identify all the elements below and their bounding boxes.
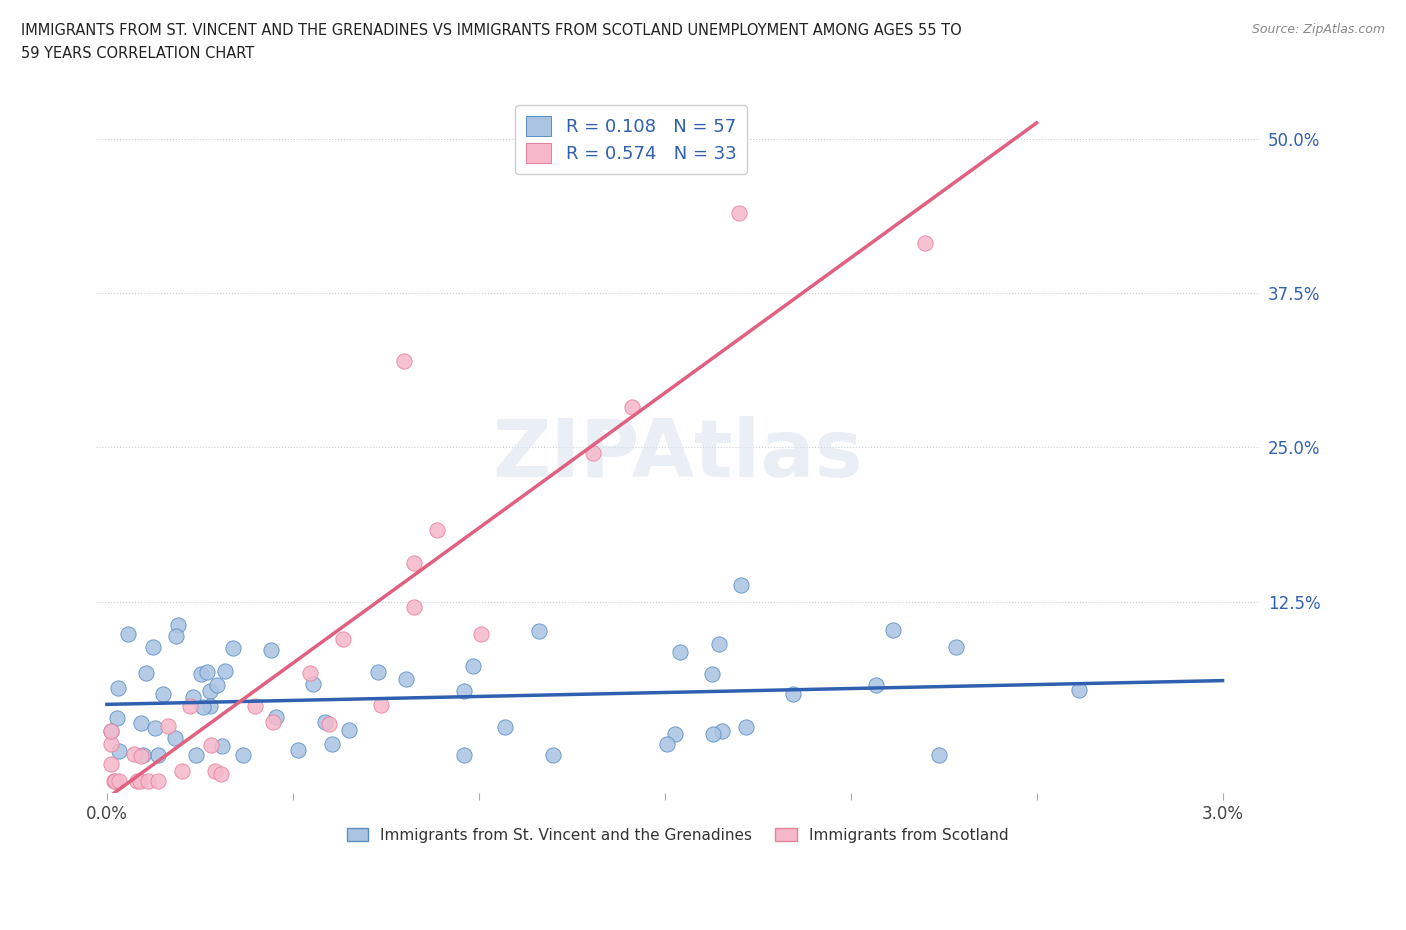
Point (710, 724, 733, 738)
Point (370, 698, 392, 712)
Point (148, 774, 170, 789)
Point (200, 684, 222, 698)
Point (402, 555, 425, 570)
Legend: Immigrants from St. Vincent and the Grenadines, Immigrants from Scotland: Immigrants from St. Vincent and the Gren… (340, 821, 1015, 849)
Point (186, 748, 208, 763)
Point (865, 677, 887, 692)
Point (264, 710, 287, 724)
Point (669, 644, 692, 659)
Point (146, 748, 169, 763)
Point (108, 774, 131, 789)
Point (129, 715, 152, 730)
Point (394, 353, 416, 368)
Point (402, 600, 425, 615)
Point (321, 737, 343, 751)
Point (142, 640, 165, 655)
Point (581, 445, 603, 460)
Point (318, 717, 340, 732)
Point (527, 624, 550, 639)
Point (262, 715, 284, 730)
Point (222, 641, 245, 656)
Point (735, 719, 758, 734)
Text: IMMIGRANTS FROM ST. VINCENT AND THE GRENADINES VS IMMIGRANTS FROM SCOTLAND UNEMP: IMMIGRANTS FROM ST. VINCENT AND THE GREN… (21, 23, 962, 38)
Point (302, 677, 325, 692)
Point (157, 718, 180, 733)
Point (209, 766, 232, 781)
Point (453, 748, 475, 763)
Point (260, 643, 283, 658)
Point (655, 737, 678, 751)
Point (100, 724, 122, 738)
Point (105, 711, 128, 725)
Point (782, 687, 804, 702)
Point (470, 627, 492, 642)
Point (700, 666, 723, 681)
Point (707, 636, 730, 651)
Point (198, 698, 221, 713)
Point (337, 723, 360, 737)
Point (367, 664, 389, 679)
Point (165, 629, 187, 644)
Point (664, 726, 686, 741)
Point (200, 737, 222, 752)
Point (193, 700, 215, 715)
Text: 59 YEARS CORRELATION CHART: 59 YEARS CORRELATION CHART (21, 46, 254, 61)
Point (103, 774, 125, 789)
Point (129, 749, 152, 764)
Point (100, 737, 122, 751)
Point (163, 730, 186, 745)
Point (143, 721, 166, 736)
Point (131, 748, 153, 763)
Point (122, 747, 145, 762)
Point (461, 658, 484, 673)
Point (314, 714, 336, 729)
Point (728, 206, 751, 220)
Point (245, 698, 267, 713)
Point (135, 666, 157, 681)
Point (453, 684, 475, 698)
Point (190, 666, 212, 681)
Point (129, 774, 152, 789)
Point (914, 236, 936, 251)
Point (170, 764, 193, 778)
Point (928, 748, 950, 763)
Point (136, 774, 159, 789)
Point (211, 738, 233, 753)
Point (494, 720, 516, 735)
Point (287, 742, 309, 757)
Point (179, 699, 201, 714)
Point (1067, 683, 1090, 698)
Point (299, 666, 322, 681)
Point (426, 522, 449, 537)
Point (702, 726, 724, 741)
Point (204, 764, 226, 778)
Point (205, 677, 228, 692)
Point (125, 774, 148, 789)
Point (541, 748, 564, 763)
Point (214, 664, 236, 679)
Point (332, 631, 354, 646)
Point (104, 774, 127, 789)
Point (107, 681, 129, 696)
Point (100, 757, 122, 772)
Point (394, 671, 416, 686)
Point (882, 623, 904, 638)
Point (107, 744, 129, 759)
Text: ZIPAtlas: ZIPAtlas (492, 417, 863, 495)
Point (100, 723, 122, 737)
Point (730, 578, 752, 592)
Point (945, 639, 967, 654)
Point (621, 400, 644, 415)
Point (152, 687, 174, 702)
Point (181, 689, 204, 704)
Point (167, 618, 190, 632)
Point (232, 748, 254, 763)
Point (195, 665, 218, 680)
Text: Source: ZipAtlas.com: Source: ZipAtlas.com (1251, 23, 1385, 36)
Point (117, 626, 139, 641)
